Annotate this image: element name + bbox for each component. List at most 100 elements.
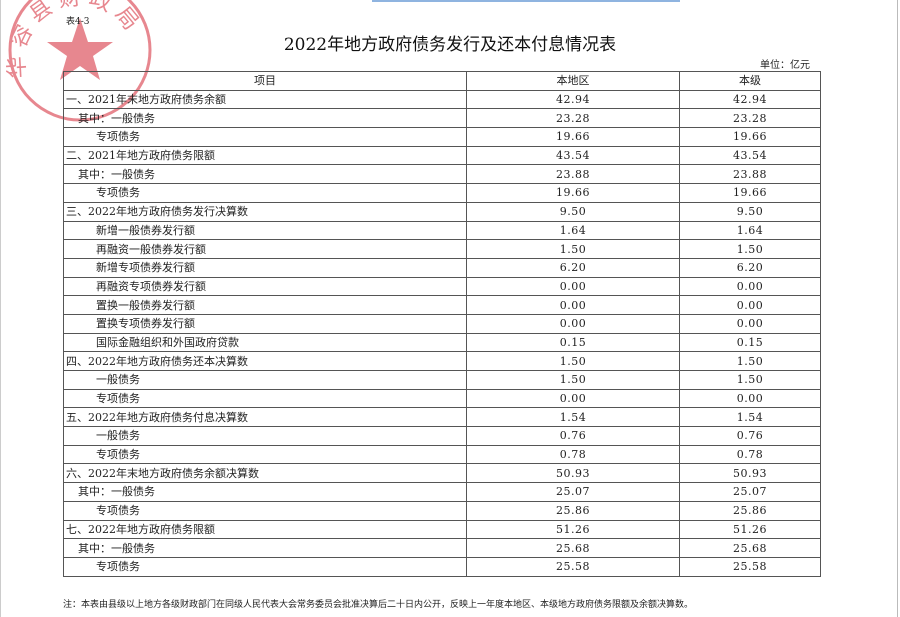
value-local: 0.76 <box>466 426 680 446</box>
value-own-level: 23.88 <box>679 164 821 185</box>
table-row: 专项债务 19.66 19.66 <box>63 127 821 147</box>
row-label: 一般债务 <box>63 426 467 446</box>
value-local: 19.66 <box>466 183 680 203</box>
table-row: 新增专项债券发行额 6.20 6.20 <box>63 257 821 278</box>
page-title: 2022年地方政府债务发行及还本付息情况表 <box>283 35 617 55</box>
value-own-level: 0.76 <box>679 426 821 446</box>
value-own-level: 25.68 <box>679 538 821 558</box>
table-row: 二、2021年地方政府债务限额 43.54 43.54 <box>63 145 821 166</box>
table-row: 其中：一般债务 25.68 25.68 <box>63 538 821 558</box>
row-label: 专项债务 <box>63 556 467 577</box>
table-row: 置换专项债券发行额 0.00 0.00 <box>63 313 821 334</box>
value-own-level: 1.50 <box>679 239 821 259</box>
row-label: 一般债务 <box>63 370 467 390</box>
value-local: 1.64 <box>466 220 680 241</box>
unit-label: 单位：亿元 <box>760 60 810 71</box>
value-own-level: 23.28 <box>679 108 821 129</box>
value-own-level: 42.94 <box>679 89 821 110</box>
value-local: 1.50 <box>466 351 680 371</box>
table-row: 三、2022年地方政府债务发行决算数 9.50 9.50 <box>63 201 821 222</box>
value-local: 25.07 <box>466 482 680 502</box>
header-own-level: 本级 <box>679 71 821 91</box>
value-own-level: 0.00 <box>679 295 821 315</box>
value-own-level: 0.00 <box>679 276 821 297</box>
table-row: 一般债务 1.50 1.50 <box>63 370 821 390</box>
value-local: 19.66 <box>466 127 680 147</box>
table-row: 四、2022年地方政府债务还本决算数 1.50 1.50 <box>63 351 821 371</box>
table-row: 置换一般债券发行额 0.00 0.00 <box>63 295 821 315</box>
value-local: 50.93 <box>466 463 680 484</box>
row-label: 置换专项债券发行额 <box>63 313 467 334</box>
table-row: 其中：一般债务 23.28 23.28 <box>63 108 821 129</box>
value-local: 23.28 <box>466 108 680 129</box>
value-local: 42.94 <box>466 89 680 110</box>
table-row: 新增一般债券发行额 1.64 1.64 <box>63 220 821 241</box>
row-label: 置换一般债券发行额 <box>63 295 467 315</box>
table-row: 专项债务 25.86 25.86 <box>63 500 821 521</box>
table-row: 其中：一般债务 23.88 23.88 <box>63 164 821 185</box>
value-local: 9.50 <box>466 201 680 222</box>
value-local: 0.00 <box>466 295 680 315</box>
value-own-level: 1.50 <box>679 370 821 390</box>
official-seal: 华容县财政局 <box>4 0 152 122</box>
row-label: 专项债务 <box>63 388 467 409</box>
value-local: 43.54 <box>466 145 680 166</box>
value-local: 25.68 <box>466 538 680 558</box>
row-label: 专项债务 <box>63 183 467 203</box>
row-label: 一、2021年末地方政府债务余额 <box>63 89 467 110</box>
table-header-row: 项目 本地区 本级 <box>63 71 821 91</box>
value-own-level: 0.00 <box>679 313 821 334</box>
top-bar <box>372 0 680 2</box>
table-row: 专项债务 0.00 0.00 <box>63 388 821 409</box>
value-local: 6.20 <box>466 257 680 278</box>
footnote: 注：本表由县级以上地方各级财政部门在同级人民代表大会常务委员会批准决算后二十日内… <box>63 600 694 610</box>
debt-table: 项目 本地区 本级 一、2021年末地方政府债务余额 42.94 42.94 其中：一… <box>63 71 821 577</box>
row-label: 国际金融组织和外国政府贷款 <box>63 332 467 353</box>
row-label: 新增专项债券发行额 <box>63 257 467 278</box>
page-edge-left <box>0 0 1 617</box>
table-row: 六、2022年末地方政府债务余额决算数 50.93 50.93 <box>63 463 821 484</box>
value-own-level: 25.07 <box>679 482 821 502</box>
row-label: 再融资一般债券发行额 <box>63 239 467 259</box>
row-label: 七、2022年地方政府债务限额 <box>63 519 467 540</box>
table-row: 再融资一般债券发行额 1.50 1.50 <box>63 239 821 259</box>
value-own-level: 6.20 <box>679 257 821 278</box>
table-row: 专项债务 0.78 0.78 <box>63 444 821 465</box>
value-local: 25.58 <box>466 556 680 577</box>
table-row: 七、2022年地方政府债务限额 51.26 51.26 <box>63 519 821 540</box>
table-row: 一、2021年末地方政府债务余额 42.94 42.94 <box>63 89 821 110</box>
value-local: 23.88 <box>466 164 680 185</box>
value-own-level: 50.93 <box>679 463 821 484</box>
value-own-level: 0.78 <box>679 444 821 465</box>
value-local: 51.26 <box>466 519 680 540</box>
header-item: 项目 <box>63 71 467 91</box>
value-local: 1.50 <box>466 370 680 390</box>
row-label: 其中：一般债务 <box>63 108 467 129</box>
value-own-level: 1.50 <box>679 351 821 371</box>
row-label: 其中：一般债务 <box>63 164 467 185</box>
table-row: 再融资专项债券发行额 0.00 0.00 <box>63 276 821 297</box>
value-local: 1.50 <box>466 239 680 259</box>
value-own-level: 43.54 <box>679 145 821 166</box>
value-own-level: 0.15 <box>679 332 821 353</box>
row-label: 专项债务 <box>63 500 467 521</box>
value-own-level: 25.58 <box>679 556 821 577</box>
row-label: 其中：一般债务 <box>63 482 467 502</box>
value-own-level: 9.50 <box>679 201 821 222</box>
row-label: 五、2022年地方政府债务付息决算数 <box>63 407 467 428</box>
value-own-level: 51.26 <box>679 519 821 540</box>
table-row: 专项债务 19.66 19.66 <box>63 183 821 203</box>
value-local: 0.00 <box>466 276 680 297</box>
row-label: 再融资专项债券发行额 <box>63 276 467 297</box>
row-label: 新增一般债券发行额 <box>63 220 467 241</box>
row-label: 六、2022年末地方政府债务余额决算数 <box>63 463 467 484</box>
value-local: 0.78 <box>466 444 680 465</box>
table-row: 一般债务 0.76 0.76 <box>63 426 821 446</box>
table-number: 表4-3 <box>66 17 90 27</box>
value-own-level: 19.66 <box>679 183 821 203</box>
value-own-level: 25.86 <box>679 500 821 521</box>
value-own-level: 19.66 <box>679 127 821 147</box>
row-label: 专项债务 <box>63 127 467 147</box>
row-label: 其中：一般债务 <box>63 538 467 558</box>
table-row: 五、2022年地方政府债务付息决算数 1.54 1.54 <box>63 407 821 428</box>
